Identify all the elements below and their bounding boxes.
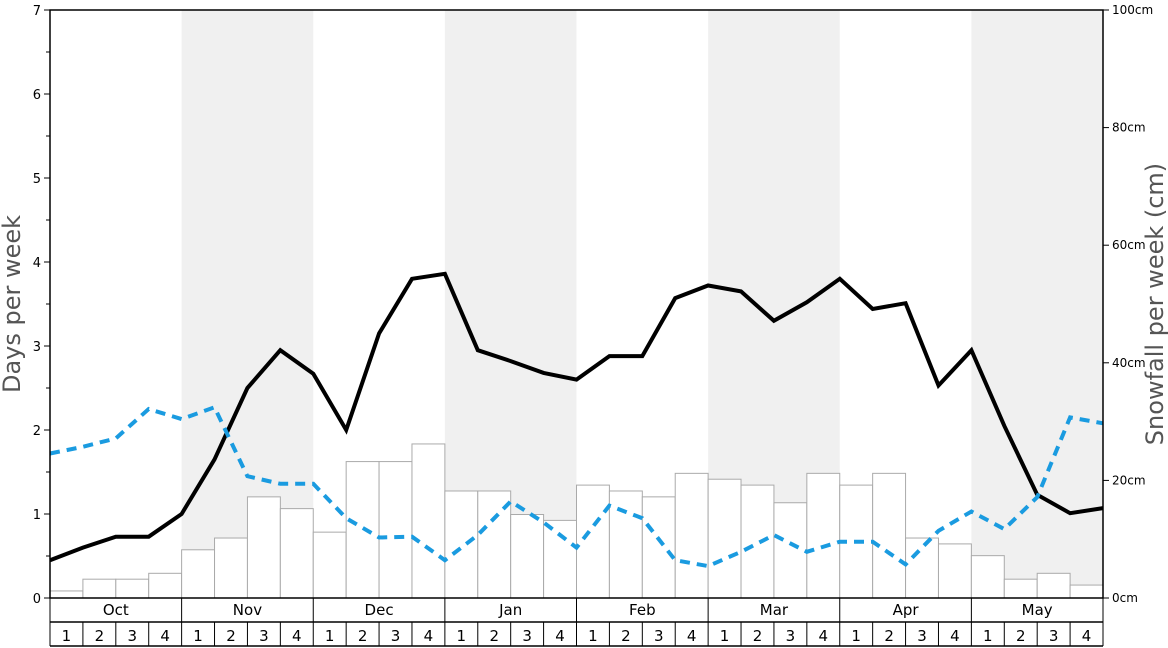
week-label: 3	[786, 627, 796, 645]
right-tick-label: 0cm	[1112, 591, 1138, 605]
week-label: 3	[654, 627, 664, 645]
right-tick-label: 40cm	[1112, 356, 1146, 370]
week-label: 1	[325, 627, 335, 645]
week-label: 4	[424, 627, 434, 645]
week-label: 4	[160, 627, 170, 645]
week-label: 4	[1082, 627, 1092, 645]
snowfall-bar	[970, 555, 1005, 599]
left-tick-label: 4	[33, 256, 41, 271]
left-tick-label: 6	[33, 88, 41, 103]
snowfall-bar	[674, 472, 709, 599]
snowfall-bar	[246, 496, 281, 599]
week-label: 2	[95, 627, 105, 645]
left-tick-label: 7	[33, 4, 41, 19]
week-label: 1	[62, 627, 72, 645]
week-label: 4	[292, 627, 302, 645]
series-lines	[49, 271, 1104, 569]
snowfall-bars	[49, 443, 1104, 599]
snowfall-bar	[937, 543, 972, 599]
snowfall-bar	[740, 484, 775, 599]
month-label: Mar	[760, 601, 789, 619]
week-label: 1	[193, 627, 203, 645]
left-tick-label: 0	[33, 592, 41, 607]
snowfall-bar	[49, 590, 84, 599]
solid-series-line	[49, 271, 1104, 563]
snowfall-bar	[312, 531, 347, 599]
month-label: Apr	[893, 601, 920, 619]
month-label: Feb	[629, 601, 656, 619]
snowfall-bar	[543, 519, 577, 599]
week-label: 2	[621, 627, 631, 645]
week-label: 1	[851, 627, 861, 645]
snowfall-bar	[806, 472, 841, 599]
snowfall-bar	[214, 537, 248, 599]
left-tick-label: 2	[33, 424, 41, 439]
snowfall-bar	[608, 490, 643, 599]
month-label: Jan	[498, 601, 522, 619]
week-label: 4	[687, 627, 697, 645]
week-label: 1	[720, 627, 730, 645]
week-label: 3	[259, 627, 269, 645]
right-axis: 0cm 20cm 40cm 60cm 80cm 100cm	[1103, 3, 1153, 605]
month-label: Dec	[365, 601, 394, 619]
week-label: 3	[391, 627, 401, 645]
snowfall-bar	[115, 578, 150, 599]
snowfall-bar	[279, 508, 314, 599]
week-label: 4	[555, 627, 565, 645]
snowfall-bar	[378, 461, 413, 599]
snowfall-bar	[641, 496, 676, 599]
snowfall-bar	[1003, 578, 1038, 599]
week-label: 2	[226, 627, 236, 645]
month-label: May	[1022, 601, 1053, 619]
week-label: 3	[917, 627, 927, 645]
week-label: 4	[950, 627, 960, 645]
snowfall-bar	[905, 537, 939, 599]
left-axis: 0 1 2 3 4 5 6 7	[33, 4, 50, 607]
week-label: 2	[358, 627, 368, 645]
right-tick-label: 80cm	[1112, 121, 1146, 135]
snowfall-bar	[181, 549, 216, 599]
week-label: 3	[522, 627, 532, 645]
snowfall-bar	[148, 572, 183, 599]
snowfall-bar	[1069, 584, 1104, 599]
left-tick-label: 1	[33, 508, 41, 523]
week-label: 2	[489, 627, 499, 645]
right-tick-label: 20cm	[1112, 473, 1146, 487]
month-label: Oct	[103, 601, 129, 619]
snowfall-bar	[872, 472, 907, 599]
left-axis-title: Days per week	[0, 215, 26, 393]
week-label: 1	[983, 627, 993, 645]
right-tick-label: 60cm	[1112, 238, 1146, 252]
week-label: 3	[127, 627, 137, 645]
snowfall-bar	[576, 484, 610, 599]
week-label: 3	[1049, 627, 1059, 645]
shade-may	[971, 10, 1103, 598]
week-label: 2	[884, 627, 894, 645]
snowfall-bar	[1036, 572, 1071, 599]
snowfall-bar	[82, 578, 117, 599]
right-tick-label: 100cm	[1112, 3, 1153, 17]
week-label: 2	[753, 627, 763, 645]
week-label: 1	[588, 627, 598, 645]
week-label: 4	[819, 627, 829, 645]
week-label: 1	[457, 627, 467, 645]
month-label: Nov	[233, 601, 262, 619]
snowfall-bar	[773, 502, 808, 599]
month-shading	[181, 10, 1103, 598]
left-tick-label: 5	[33, 172, 41, 187]
left-tick-label: 3	[33, 340, 41, 355]
snowfall-bar	[510, 514, 545, 599]
right-axis-title: Snowfall per week (cm)	[1141, 163, 1168, 445]
dashed-series-line	[49, 404, 1104, 569]
week-label: 2	[1016, 627, 1026, 645]
month-axis: Oct 1 2 3 4 Nov 1 2 3 4 Dec 1 2 3 4 Jan 1 2 3 4 Feb 1 2 3 4 Mar 1 2…	[49, 598, 1104, 647]
snowfall-bar	[444, 490, 479, 599]
snowfall-bar	[707, 478, 742, 599]
snowfall-bar	[411, 443, 446, 599]
